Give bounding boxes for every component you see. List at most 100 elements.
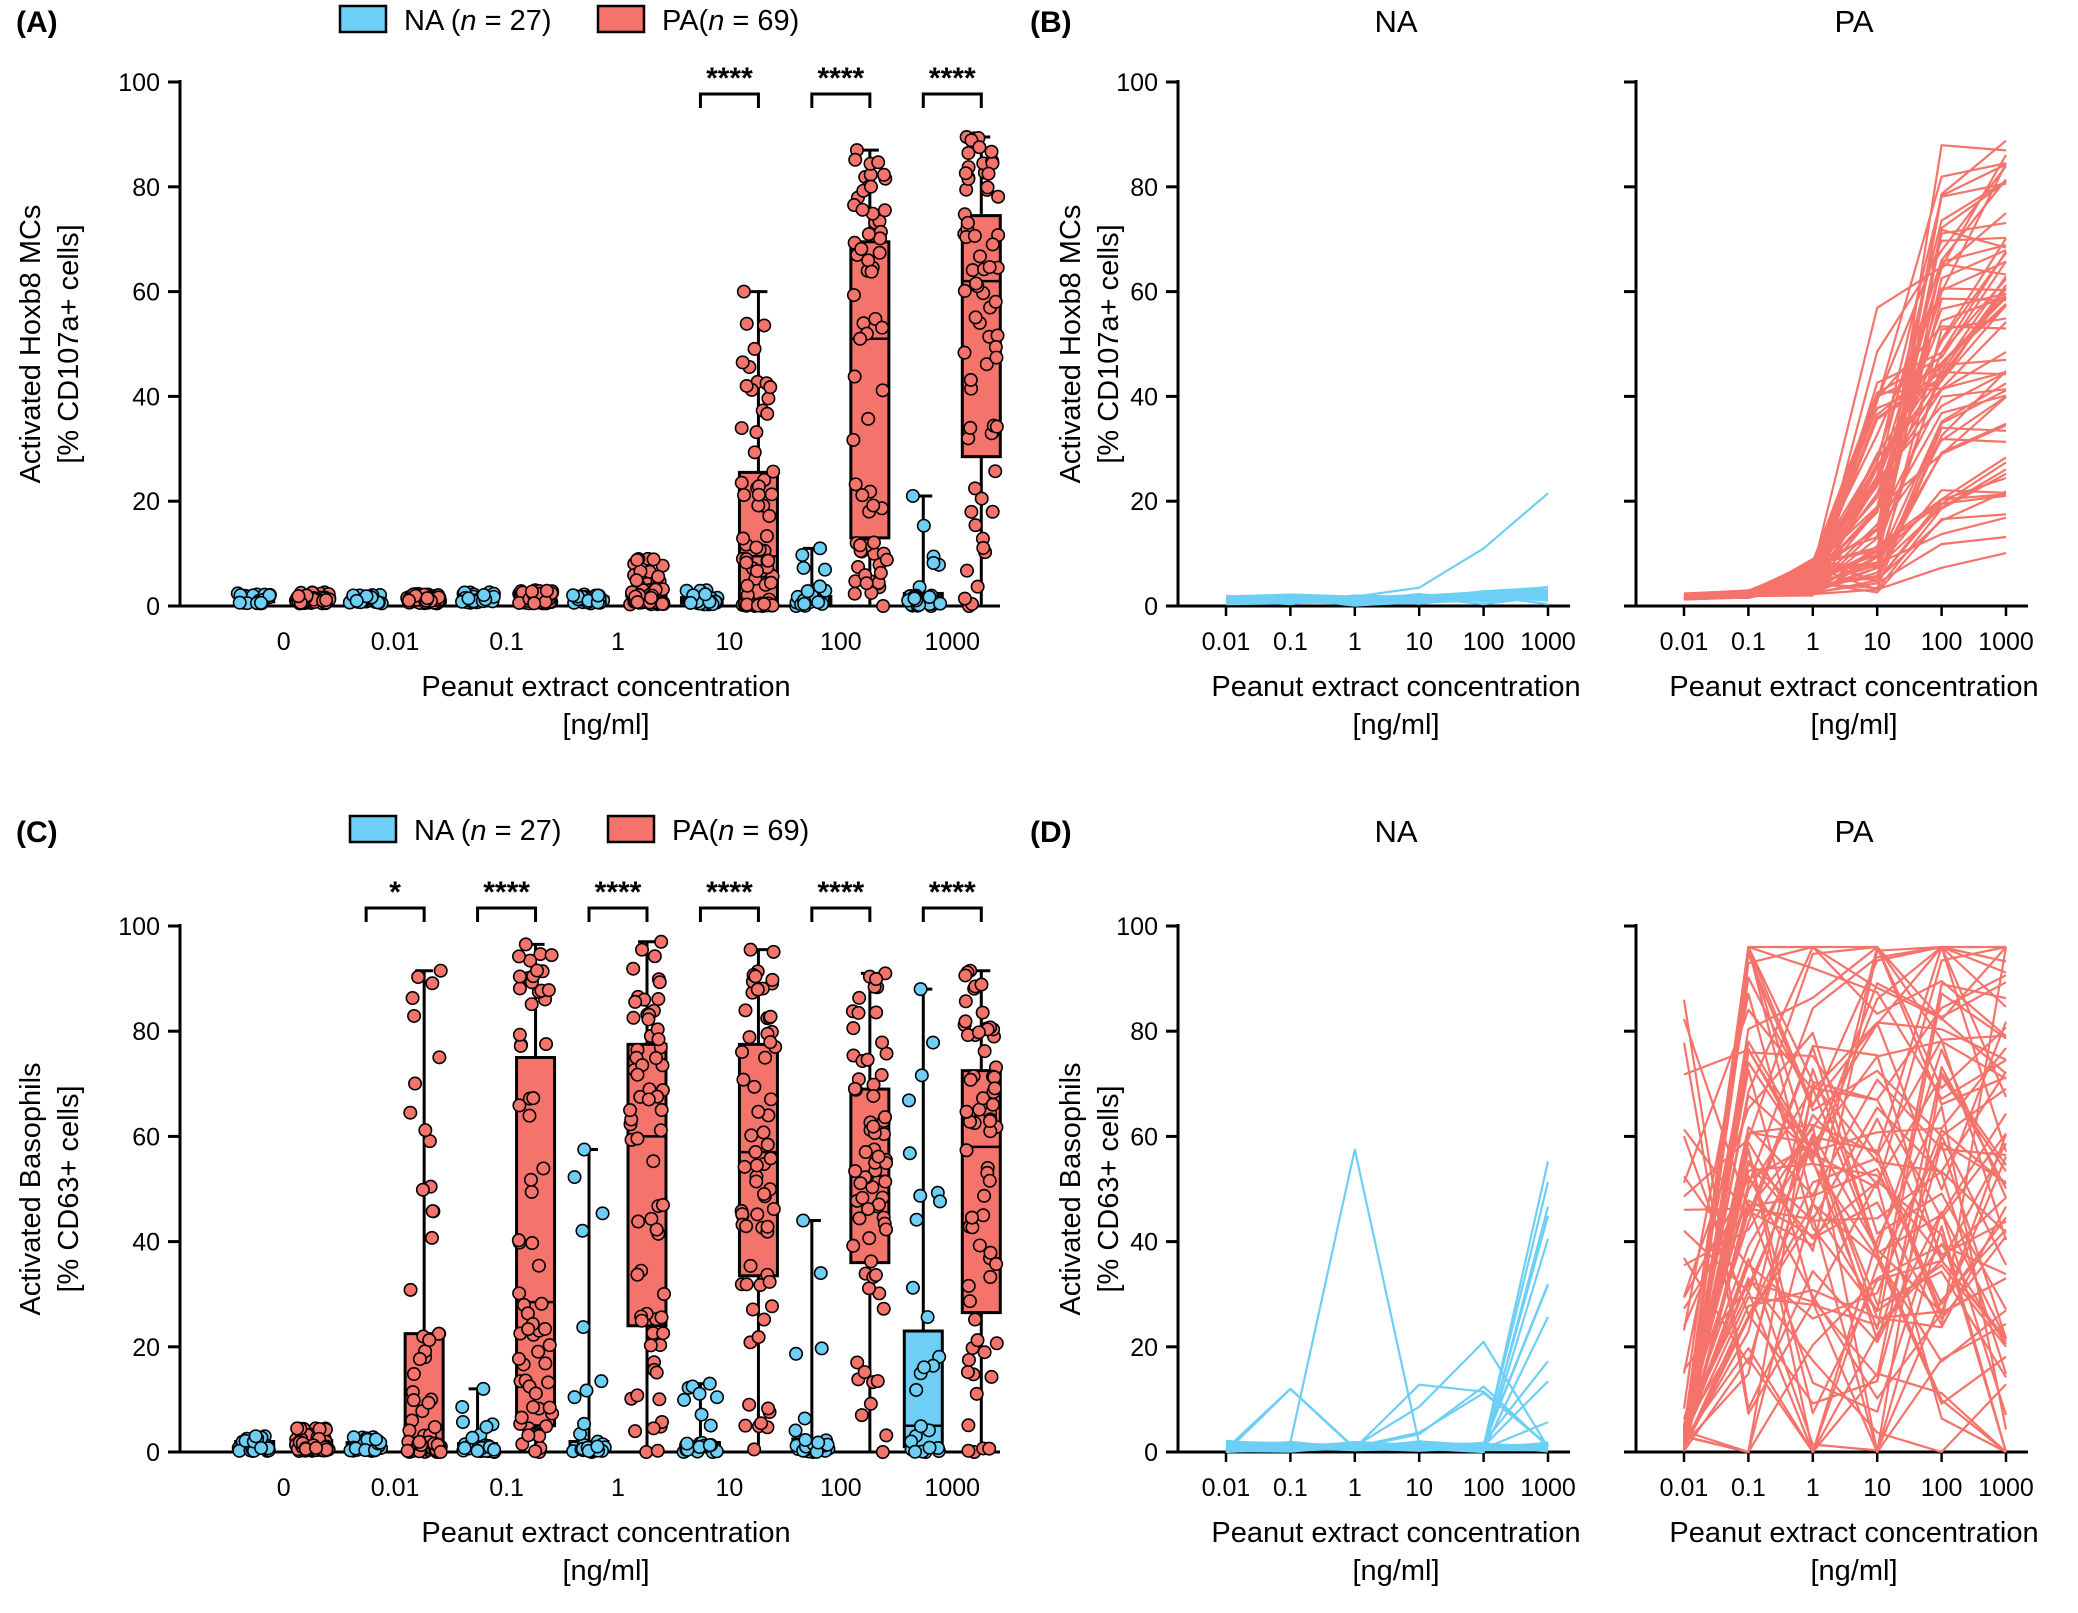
data-point [407, 1008, 422, 1023]
data-point [796, 560, 811, 575]
data-point [991, 189, 1006, 204]
significance-stars: **** [929, 62, 976, 95]
data-point [432, 1050, 447, 1065]
data-point [748, 969, 763, 984]
data-point [349, 593, 364, 608]
data-point [766, 464, 781, 479]
xlabel-line: [ng/ml] [562, 709, 649, 741]
data-point [985, 1097, 1000, 1112]
data-point [761, 391, 776, 406]
data-point [964, 504, 979, 519]
data-point [761, 553, 776, 568]
data-point [963, 372, 978, 387]
data-point [871, 155, 886, 170]
data-point [405, 991, 420, 1006]
data-point [751, 1330, 766, 1345]
data-point [984, 144, 999, 159]
data-point [539, 1037, 554, 1052]
xlabel-line: Peanut extract concentration [421, 671, 790, 703]
data-point [514, 1410, 529, 1425]
data-point [913, 982, 928, 997]
data-point [739, 316, 754, 331]
data-point [875, 320, 890, 335]
data-point [977, 1044, 992, 1059]
data-point [750, 564, 765, 579]
data-point [959, 563, 974, 578]
data-point [650, 1443, 665, 1458]
data-point [750, 982, 765, 997]
x-tick-label: 10 [1863, 1474, 1891, 1502]
data-point [874, 1068, 889, 1083]
data-point [647, 949, 662, 964]
series-line [1225, 1340, 1549, 1452]
series-line [1225, 588, 1549, 605]
data-point [811, 1435, 826, 1450]
data-point [739, 1277, 754, 1292]
data-point [859, 576, 874, 591]
data-point [290, 1421, 305, 1436]
data-point [760, 1137, 775, 1152]
significance-stars: **** [483, 876, 530, 909]
data-point [534, 1296, 549, 1311]
data-point [854, 1408, 869, 1423]
series-line [1682, 945, 2007, 1443]
data-point [649, 1365, 664, 1380]
data-point [761, 1401, 776, 1416]
x-tick-label: 0.1 [1273, 628, 1308, 656]
data-point [861, 253, 876, 268]
data-point [864, 1254, 879, 1269]
data-point [970, 579, 985, 594]
x-tick-label: 10 [716, 628, 744, 656]
series-line [1682, 1129, 2007, 1442]
data-point [749, 425, 764, 440]
x-tick-label: 0.01 [1660, 1474, 1709, 1502]
data-point [851, 1005, 866, 1020]
ylabel-line: [% CD63+ cells] [53, 1085, 85, 1292]
data-point [747, 341, 762, 356]
data-point [855, 202, 870, 217]
data-point [749, 1158, 764, 1173]
significance-stars: **** [706, 62, 753, 95]
significance-stars: **** [818, 62, 865, 95]
series-line [1225, 1181, 1550, 1451]
data-point [738, 1418, 753, 1433]
data-point [427, 1420, 442, 1435]
data-point [425, 976, 440, 991]
data-point [538, 1356, 553, 1371]
data-point [577, 1142, 592, 1157]
data-point [854, 241, 869, 256]
significance-bracket [921, 906, 983, 922]
significance-stars: * [389, 876, 401, 909]
x-tick-label: 100 [1921, 628, 1963, 656]
data-point [431, 1326, 446, 1341]
data-point [926, 556, 941, 571]
data-point [455, 1415, 470, 1430]
data-point [656, 1326, 671, 1341]
series-line [1682, 1048, 2007, 1374]
data-point [908, 1444, 923, 1459]
x-tick-label: 10 [1405, 628, 1433, 656]
data-point [309, 1440, 324, 1455]
data-point [967, 228, 982, 243]
legend-prefix: NA ( [414, 815, 471, 847]
data-point [920, 1310, 935, 1325]
data-point [739, 1219, 754, 1234]
x-tick-label: 1 [1806, 1474, 1820, 1502]
data-point [846, 1021, 861, 1036]
data-point [476, 1381, 491, 1396]
series-line [1683, 1167, 2007, 1310]
data-point [972, 140, 987, 155]
data-point [968, 1312, 983, 1327]
data-point [933, 596, 948, 611]
data-point [418, 1123, 433, 1138]
data-point [902, 1146, 917, 1161]
data-point [631, 1214, 646, 1229]
data-point [901, 1093, 916, 1108]
data-point [680, 1436, 695, 1451]
data-point [846, 288, 861, 303]
data-point [654, 1310, 669, 1325]
data-point [511, 1351, 526, 1366]
data-point [702, 1376, 717, 1391]
data-point [876, 167, 891, 182]
